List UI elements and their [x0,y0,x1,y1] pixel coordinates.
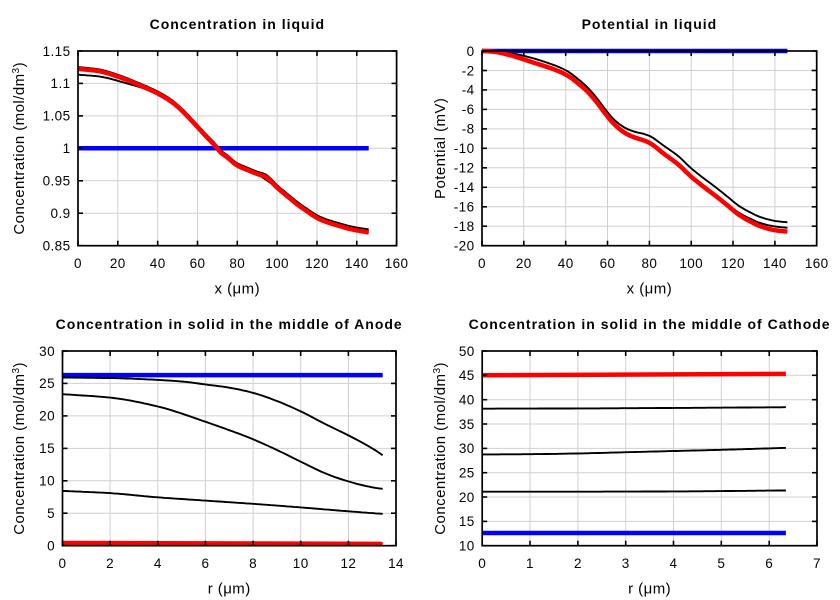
svg-text:6: 6 [765,556,773,571]
svg-text:x (μm): x (μm) [627,281,673,298]
svg-text:5: 5 [717,556,725,571]
svg-text:r (μm): r (μm) [208,581,251,598]
svg-text:80: 80 [641,256,657,271]
svg-text:0: 0 [47,539,55,554]
svg-text:Concentration (mol/dm3): Concentration (mol/dm3) [11,62,28,235]
svg-text:140: 140 [345,256,369,271]
svg-text:15: 15 [39,441,55,456]
svg-text:14: 14 [388,556,404,571]
svg-text:Potential (mV): Potential (mV) [432,98,449,199]
svg-text:Concentration in solid in the: Concentration in solid in the middle of … [56,316,403,332]
svg-text:10: 10 [293,556,309,571]
svg-text:20: 20 [39,409,55,424]
svg-text:-10: -10 [454,141,475,156]
svg-text:20: 20 [516,256,532,271]
svg-text:7: 7 [813,556,821,571]
svg-text:30: 30 [39,344,55,359]
svg-text:r (μm): r (μm) [628,581,671,598]
svg-text:0: 0 [467,44,475,59]
svg-text:25: 25 [459,466,475,481]
svg-text:-4: -4 [462,83,475,98]
svg-text:6: 6 [201,556,209,571]
svg-text:120: 120 [721,256,745,271]
svg-text:1.05: 1.05 [43,109,71,124]
svg-text:3: 3 [622,556,630,571]
svg-text:-12: -12 [454,161,475,176]
svg-text:10: 10 [459,539,475,554]
svg-text:Potential in liquid: Potential in liquid [582,16,718,32]
svg-text:-14: -14 [454,180,475,195]
svg-text:160: 160 [805,256,829,271]
svg-text:4: 4 [154,556,162,571]
svg-text:0: 0 [478,556,486,571]
svg-text:0.95: 0.95 [43,174,71,189]
svg-text:5: 5 [47,506,55,521]
svg-text:50: 50 [459,344,475,359]
svg-text:0: 0 [59,556,67,571]
svg-text:10: 10 [39,474,55,489]
svg-text:Concentration in liquid: Concentration in liquid [150,16,325,32]
svg-text:Concentration (mol/dm3): Concentration (mol/dm3) [11,362,28,535]
svg-text:0.85: 0.85 [43,239,71,254]
svg-text:140: 140 [763,256,787,271]
svg-text:80: 80 [229,256,245,271]
svg-text:40: 40 [150,256,166,271]
svg-text:35: 35 [459,417,475,432]
svg-text:60: 60 [600,256,616,271]
svg-text:120: 120 [305,256,329,271]
svg-text:12: 12 [340,556,356,571]
svg-text:40: 40 [459,393,475,408]
svg-text:1: 1 [526,556,534,571]
svg-text:30: 30 [459,441,475,456]
svg-text:0.9: 0.9 [51,206,71,221]
svg-text:2: 2 [574,556,582,571]
svg-text:60: 60 [190,256,206,271]
svg-text:100: 100 [265,256,289,271]
svg-text:1: 1 [63,141,71,156]
svg-text:8: 8 [249,556,257,571]
svg-text:Concentration in solid in the: Concentration in solid in the middle of … [469,316,831,332]
svg-text:100: 100 [679,256,703,271]
svg-text:2: 2 [106,556,114,571]
svg-text:20: 20 [110,256,126,271]
svg-text:1.15: 1.15 [43,44,71,59]
svg-text:-18: -18 [454,219,475,234]
svg-text:Concentration (mol/dm3): Concentration (mol/dm3) [432,362,449,535]
svg-text:20: 20 [459,490,475,505]
svg-text:-20: -20 [454,239,475,254]
svg-text:0: 0 [478,256,486,271]
svg-text:-8: -8 [462,122,475,137]
svg-text:15: 15 [459,514,475,529]
svg-text:4: 4 [670,556,678,571]
svg-text:1.1: 1.1 [51,76,71,91]
svg-text:25: 25 [39,376,55,391]
svg-text:160: 160 [385,256,409,271]
svg-text:-2: -2 [462,63,475,78]
svg-text:45: 45 [459,368,475,383]
svg-text:40: 40 [558,256,574,271]
svg-text:-6: -6 [462,102,475,117]
svg-text:x (μm): x (μm) [215,281,261,298]
svg-text:0: 0 [74,256,82,271]
svg-text:-16: -16 [454,200,475,215]
